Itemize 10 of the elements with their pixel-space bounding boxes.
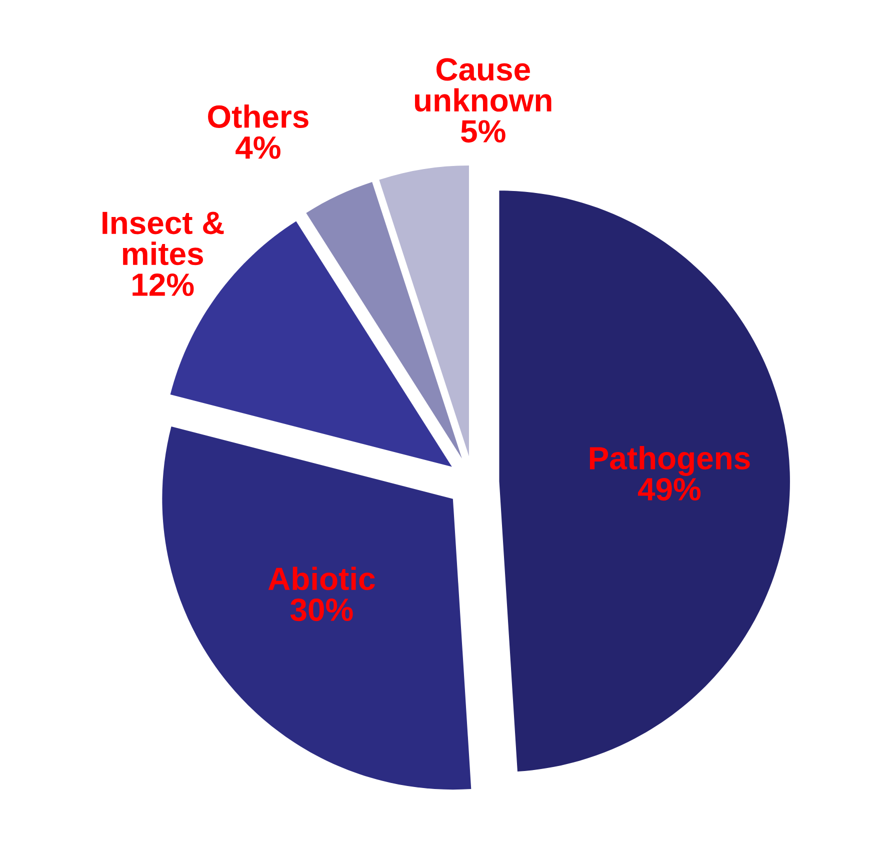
- slice-label: Insect & mites: [102, 212, 224, 266]
- slice-label: Pathogens: [590, 446, 750, 476]
- slice-label: Others: [208, 104, 308, 128]
- slice-label: Abiotic: [268, 566, 375, 590]
- data-label: 12%: [132, 273, 194, 296]
- data-label: 49%: [638, 478, 701, 501]
- data-label: 5%: [461, 120, 506, 143]
- data-label: 4%: [236, 136, 280, 159]
- slice-label: Cause unknown: [415, 58, 552, 112]
- data-label: 30%: [290, 598, 353, 622]
